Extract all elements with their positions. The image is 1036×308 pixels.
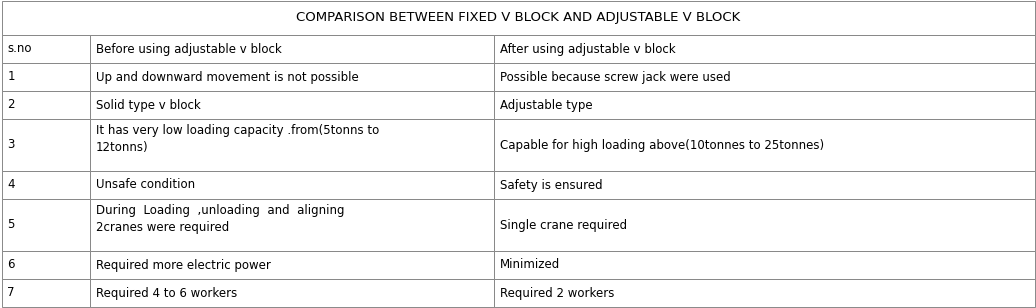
Bar [1,119,89,171]
Bar [89,119,493,171]
Text: Required 2 workers: Required 2 workers [499,286,614,299]
Text: Required 4 to 6 workers: Required 4 to 6 workers [95,286,237,299]
Bar [493,119,1035,171]
Bar [89,279,493,307]
Text: Safety is ensured: Safety is ensured [499,179,602,192]
Bar [1,251,89,279]
Text: Single crane required: Single crane required [499,218,627,232]
Text: 7: 7 [7,286,15,299]
Text: 5: 5 [7,218,15,232]
Text: 3: 3 [7,139,15,152]
Bar [89,35,493,63]
Text: Unsafe condition: Unsafe condition [95,179,195,192]
Bar [493,35,1035,63]
Bar [89,171,493,199]
Bar [493,279,1035,307]
Bar [1,91,89,119]
Text: Adjustable type: Adjustable type [499,99,593,111]
Bar [1,35,89,63]
Text: Solid type v block: Solid type v block [95,99,200,111]
Bar [493,91,1035,119]
Bar [493,171,1035,199]
Text: Up and downward movement is not possible: Up and downward movement is not possible [95,71,358,83]
Text: Required more electric power: Required more electric power [95,258,270,271]
Text: s.no: s.no [7,43,32,55]
Bar [89,251,493,279]
Text: It has very low loading capacity .from(5tonns to
12tonns): It has very low loading capacity .from(5… [95,124,379,153]
Text: COMPARISON BETWEEN FIXED V BLOCK AND ADJUSTABLE V BLOCK: COMPARISON BETWEEN FIXED V BLOCK AND ADJ… [296,11,740,25]
Bar [1,63,89,91]
Bar [493,63,1035,91]
Text: 6: 6 [7,258,15,271]
Text: Capable for high loading above(10tonnes to 25tonnes): Capable for high loading above(10tonnes … [499,139,824,152]
Text: 2: 2 [7,99,15,111]
Bar [89,63,493,91]
Bar [89,91,493,119]
Bar [89,199,493,251]
Text: 1: 1 [7,71,15,83]
Text: 4: 4 [7,179,15,192]
Bar [1,199,89,251]
Bar [493,199,1035,251]
Bar [493,251,1035,279]
Text: After using adjustable v block: After using adjustable v block [499,43,675,55]
Bar [1,279,89,307]
Bar [1,171,89,199]
Text: Possible because screw jack were used: Possible because screw jack were used [499,71,730,83]
Text: Minimized: Minimized [499,258,559,271]
Bar [1,1,1035,35]
Text: Before using adjustable v block: Before using adjustable v block [95,43,281,55]
Text: During  Loading  ,unloading  and  aligning
2cranes were required: During Loading ,unloading and aligning 2… [95,204,344,233]
